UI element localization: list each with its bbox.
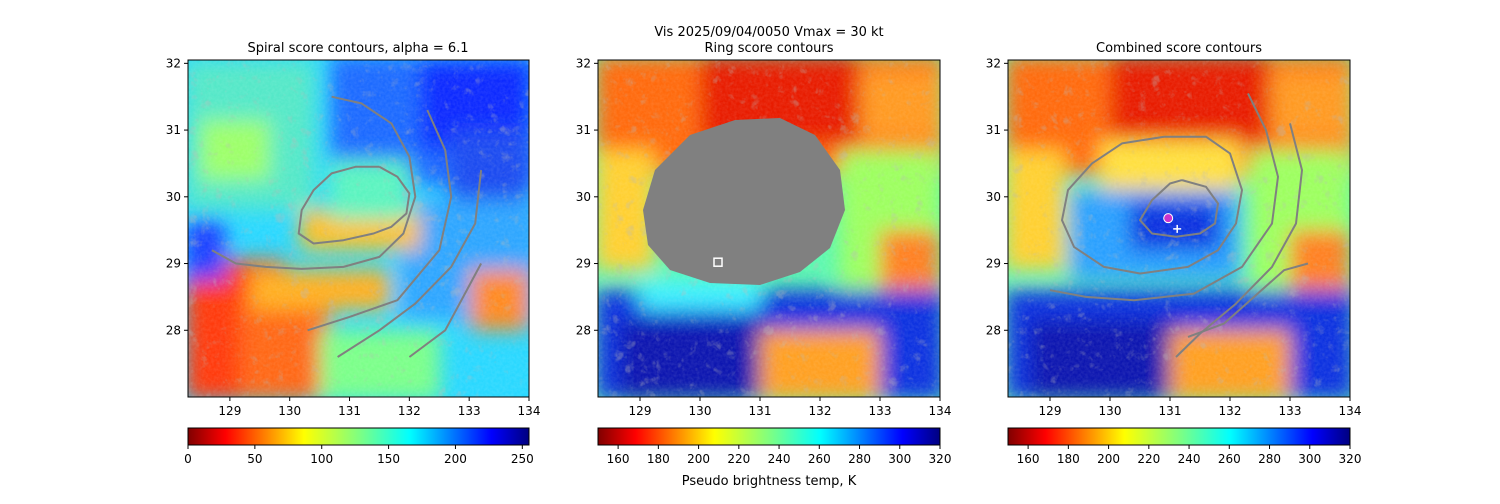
- x-tick-label: 129: [629, 404, 652, 418]
- contour-group: [211, 95, 483, 358]
- colorbar: [597, 427, 941, 446]
- colorbar-tick-label: 220: [727, 452, 750, 466]
- x-tick-label: 133: [1279, 404, 1302, 418]
- colorbar-tick-label: 200: [1097, 452, 1120, 466]
- colorbar-tick-label: 320: [929, 452, 952, 466]
- contour-line: [1049, 92, 1279, 302]
- y-tick-label: 32: [166, 56, 181, 70]
- colorbar-tick-label: 160: [607, 452, 630, 466]
- x-tick-label: 132: [1219, 404, 1242, 418]
- x-tick-label: 133: [458, 404, 481, 418]
- x-tick-label: 130: [1099, 404, 1122, 418]
- colorbar-tick-label: 0: [184, 452, 192, 466]
- contour-line: [307, 109, 453, 332]
- colorbar-tick-label: 180: [647, 452, 670, 466]
- heatmap-image: [1008, 60, 1350, 397]
- x-tick-label: 131: [338, 404, 361, 418]
- y-tick-label: 31: [166, 123, 181, 137]
- y-tick-label: 31: [576, 123, 591, 137]
- contour-line: [211, 95, 417, 270]
- colorbar-tick-label: 200: [444, 452, 467, 466]
- colorbar: [187, 427, 530, 446]
- colorbar-tick-label: 100: [310, 452, 333, 466]
- colorbar-tick-label: 240: [768, 452, 791, 466]
- axes-ticks: 129 130 131 132 133 134 28 29 30 31 32: [166, 56, 541, 418]
- x-tick-label: 130: [689, 404, 712, 418]
- y-tick-label: 32: [986, 56, 1001, 70]
- colorbar-label: Pseudo brightness temp, K: [682, 474, 857, 489]
- y-tick-label: 29: [166, 257, 181, 271]
- ring-score-region: [643, 118, 845, 285]
- x-tick-label: 133: [869, 404, 892, 418]
- y-tick-label: 30: [576, 190, 591, 204]
- heatmap-image: [598, 60, 940, 397]
- colorbar-tick-label: 250: [511, 452, 534, 466]
- contour-line: [1139, 179, 1219, 238]
- center-marker-circle: [1163, 213, 1174, 224]
- colorbar-tick-label: 300: [888, 452, 911, 466]
- marker-group: [713, 257, 723, 267]
- colorbar-tick-label: 240: [1178, 452, 1201, 466]
- colorbar-tick-label: 280: [848, 452, 871, 466]
- x-tick-label: 131: [749, 404, 772, 418]
- colorbar-tick-label: 260: [808, 452, 831, 466]
- panel-combined: Combined score contours: [986, 41, 1362, 418]
- x-tick-label: 129: [1039, 404, 1062, 418]
- x-tick-label: 134: [929, 404, 952, 418]
- heatmap-image: [188, 60, 529, 397]
- axes-ticks: 129 130 131 132 133 134 28 29 30 31 32: [576, 56, 952, 418]
- colorbar-tick-label: 280: [1258, 452, 1281, 466]
- panel-title: Spiral score contours, alpha = 6.1: [247, 41, 468, 56]
- colorbar-tick-label: 50: [247, 452, 262, 466]
- colorbar-tick-label: 180: [1057, 452, 1080, 466]
- x-tick-label: 130: [278, 404, 301, 418]
- contour-line: [1175, 123, 1303, 358]
- contour-line: [408, 263, 482, 358]
- y-tick-label: 29: [576, 257, 591, 271]
- x-tick-label: 134: [518, 404, 541, 418]
- y-tick-label: 28: [576, 323, 591, 337]
- y-tick-label: 28: [986, 323, 1001, 337]
- colorbar-tick-label: 220: [1137, 452, 1160, 466]
- y-tick-label: 29: [986, 257, 1001, 271]
- colorbar-tick-label: 260: [1218, 452, 1241, 466]
- contour-line: [1187, 262, 1309, 338]
- y-tick-label: 28: [166, 323, 181, 337]
- colorbar-tick-label: 300: [1298, 452, 1321, 466]
- contour-group: [1049, 92, 1309, 358]
- colorbar: [1007, 427, 1351, 446]
- contour-line: [297, 165, 411, 245]
- x-tick-label: 132: [398, 404, 421, 418]
- panel-title: Combined score contours: [1096, 41, 1262, 56]
- colorbar-tick-label: 200: [687, 452, 710, 466]
- colorbar-tick-label: 160: [1017, 452, 1040, 466]
- x-tick-label: 134: [1339, 404, 1362, 418]
- figure-suptitle: Vis 2025/09/04/0050 Vmax = 30 kt: [654, 25, 883, 40]
- panel-spiral: Spiral score contours, alpha = 6.1: [166, 41, 541, 418]
- center-marker-plus: [1173, 224, 1182, 233]
- colorbars: 0 50 100 150 200 250 160 180 200 220 240 260 280 300 3…: [184, 427, 1362, 466]
- axes-frame: [597, 59, 941, 398]
- y-tick-label: 30: [166, 190, 181, 204]
- contour-line: [337, 169, 483, 358]
- panel-title: Ring score contours: [704, 41, 833, 56]
- axes-frame: [1007, 59, 1351, 398]
- center-marker-square: [713, 257, 723, 267]
- x-tick-label: 129: [218, 404, 241, 418]
- axes-frame: [187, 59, 530, 398]
- y-tick-label: 30: [986, 190, 1001, 204]
- marker-group: [1163, 213, 1182, 233]
- x-tick-label: 131: [1159, 404, 1182, 418]
- contour-line: [1061, 135, 1243, 275]
- y-tick-label: 32: [576, 56, 591, 70]
- panel-ring: Ring score contours: [576, 41, 952, 418]
- colorbar-tick-label: 150: [377, 452, 400, 466]
- x-tick-label: 132: [809, 404, 832, 418]
- y-tick-label: 31: [986, 123, 1001, 137]
- axes-ticks: 129 130 131 132 133 134 28 29 30 31 32: [986, 56, 1362, 418]
- colorbar-tick-label: 320: [1339, 452, 1362, 466]
